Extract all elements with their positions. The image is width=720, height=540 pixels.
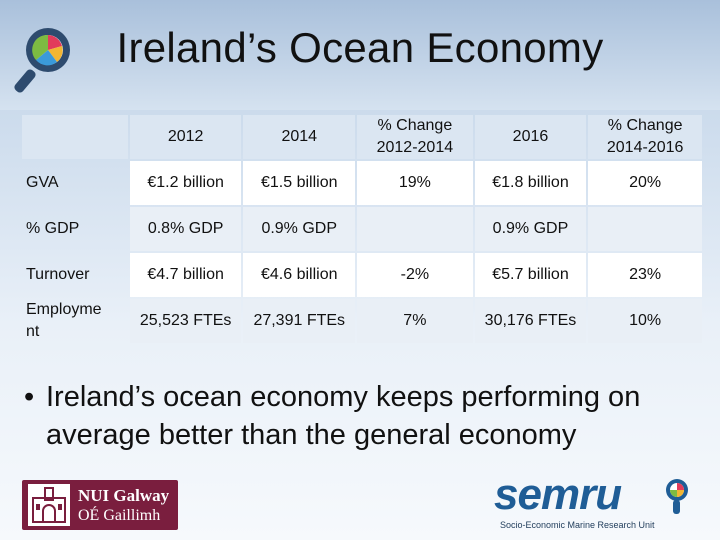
- row-label-employment: Employme nt: [22, 299, 128, 343]
- header-change1-line1: % Change: [377, 117, 453, 134]
- nui-galway-logo: NUI Galway OÉ Gaillimh: [22, 480, 178, 530]
- title-band: [0, 0, 720, 110]
- row-label-employment-line1: Employme: [26, 301, 102, 318]
- header-corner: [22, 115, 128, 159]
- header-change1-line2: 2012-2014: [376, 139, 454, 156]
- table-cell: 0.8% GDP: [129, 207, 242, 251]
- table-row: Turnover €4.7 billion €4.6 billion -2% €…: [22, 253, 702, 297]
- header-2016: 2016: [474, 115, 587, 159]
- row-label-gdp: % GDP: [26, 220, 80, 237]
- semru-magnifier-icon: [666, 479, 688, 514]
- bullet-point: • Ireland’s ocean economy keeps performi…: [24, 378, 704, 454]
- table-cell: 0.9% GDP: [474, 207, 587, 251]
- table-cell: €4.7 billion: [129, 253, 242, 297]
- table-cell: [588, 207, 702, 251]
- table-cell: 25,523 FTEs: [129, 299, 242, 343]
- table-cell: 27,391 FTEs: [243, 299, 356, 343]
- header-2012: 2012: [129, 115, 242, 159]
- university-building-icon: [28, 484, 70, 526]
- table-cell: €5.7 billion: [474, 253, 587, 297]
- slide-title: Ireland’s Ocean Economy: [116, 24, 604, 71]
- table-cell: 20%: [588, 161, 702, 205]
- magnifier-logo-icon: [14, 28, 70, 93]
- header-change-2014-2016: % Change 2014-2016: [588, 115, 702, 159]
- nui-logo-line1: NUI Galway: [78, 486, 170, 505]
- table-row: Employme nt 25,523 FTEs 27,391 FTEs 7% 3…: [22, 299, 702, 343]
- table-cell: -2%: [357, 253, 473, 297]
- table-row: GVA €1.2 billion €1.5 billion 19% €1.8 b…: [22, 161, 702, 205]
- bullet-dot: •: [24, 381, 35, 413]
- semru-wordmark: semru: [494, 470, 622, 519]
- table-row: % GDP 0.8% GDP 0.9% GDP 0.9% GDP: [22, 207, 702, 251]
- table-cell: 7%: [357, 299, 473, 343]
- table-header-row: 2012 2014 % Change 2012-2014 2016 % Chan…: [22, 115, 702, 159]
- table-cell: 10%: [588, 299, 702, 343]
- header-change-2012-2014: % Change 2012-2014: [357, 115, 473, 159]
- table-cell: €1.8 billion: [474, 161, 587, 205]
- row-label-employment-line2: nt: [26, 323, 40, 340]
- table-cell: €4.6 billion: [243, 253, 356, 297]
- header-change2-line1: % Change: [607, 117, 683, 134]
- table-cell: 19%: [357, 161, 473, 205]
- header-change2-line2: 2014-2016: [606, 139, 684, 156]
- table-cell: 23%: [588, 253, 702, 297]
- table-cell: €1.2 billion: [129, 161, 242, 205]
- row-label-gva: GVA: [26, 174, 59, 191]
- table-cell: [357, 207, 473, 251]
- table-cell: €1.5 billion: [243, 161, 356, 205]
- table-cell: 0.9% GDP: [243, 207, 356, 251]
- nui-logo-line2: OÉ Gaillimh: [78, 507, 161, 524]
- bullet-text: Ireland’s ocean economy keeps performing…: [46, 381, 641, 451]
- semru-logo: semru Socio-Economic Marine Research Uni…: [494, 470, 704, 536]
- header-2014: 2014: [243, 115, 356, 159]
- row-label-turnover: Turnover: [26, 266, 90, 283]
- ocean-economy-table: 2012 2014 % Change 2012-2014 2016 % Chan…: [20, 113, 704, 345]
- table-cell: 30,176 FTEs: [474, 299, 587, 343]
- semru-subtitle: Socio-Economic Marine Research Unit: [500, 520, 655, 530]
